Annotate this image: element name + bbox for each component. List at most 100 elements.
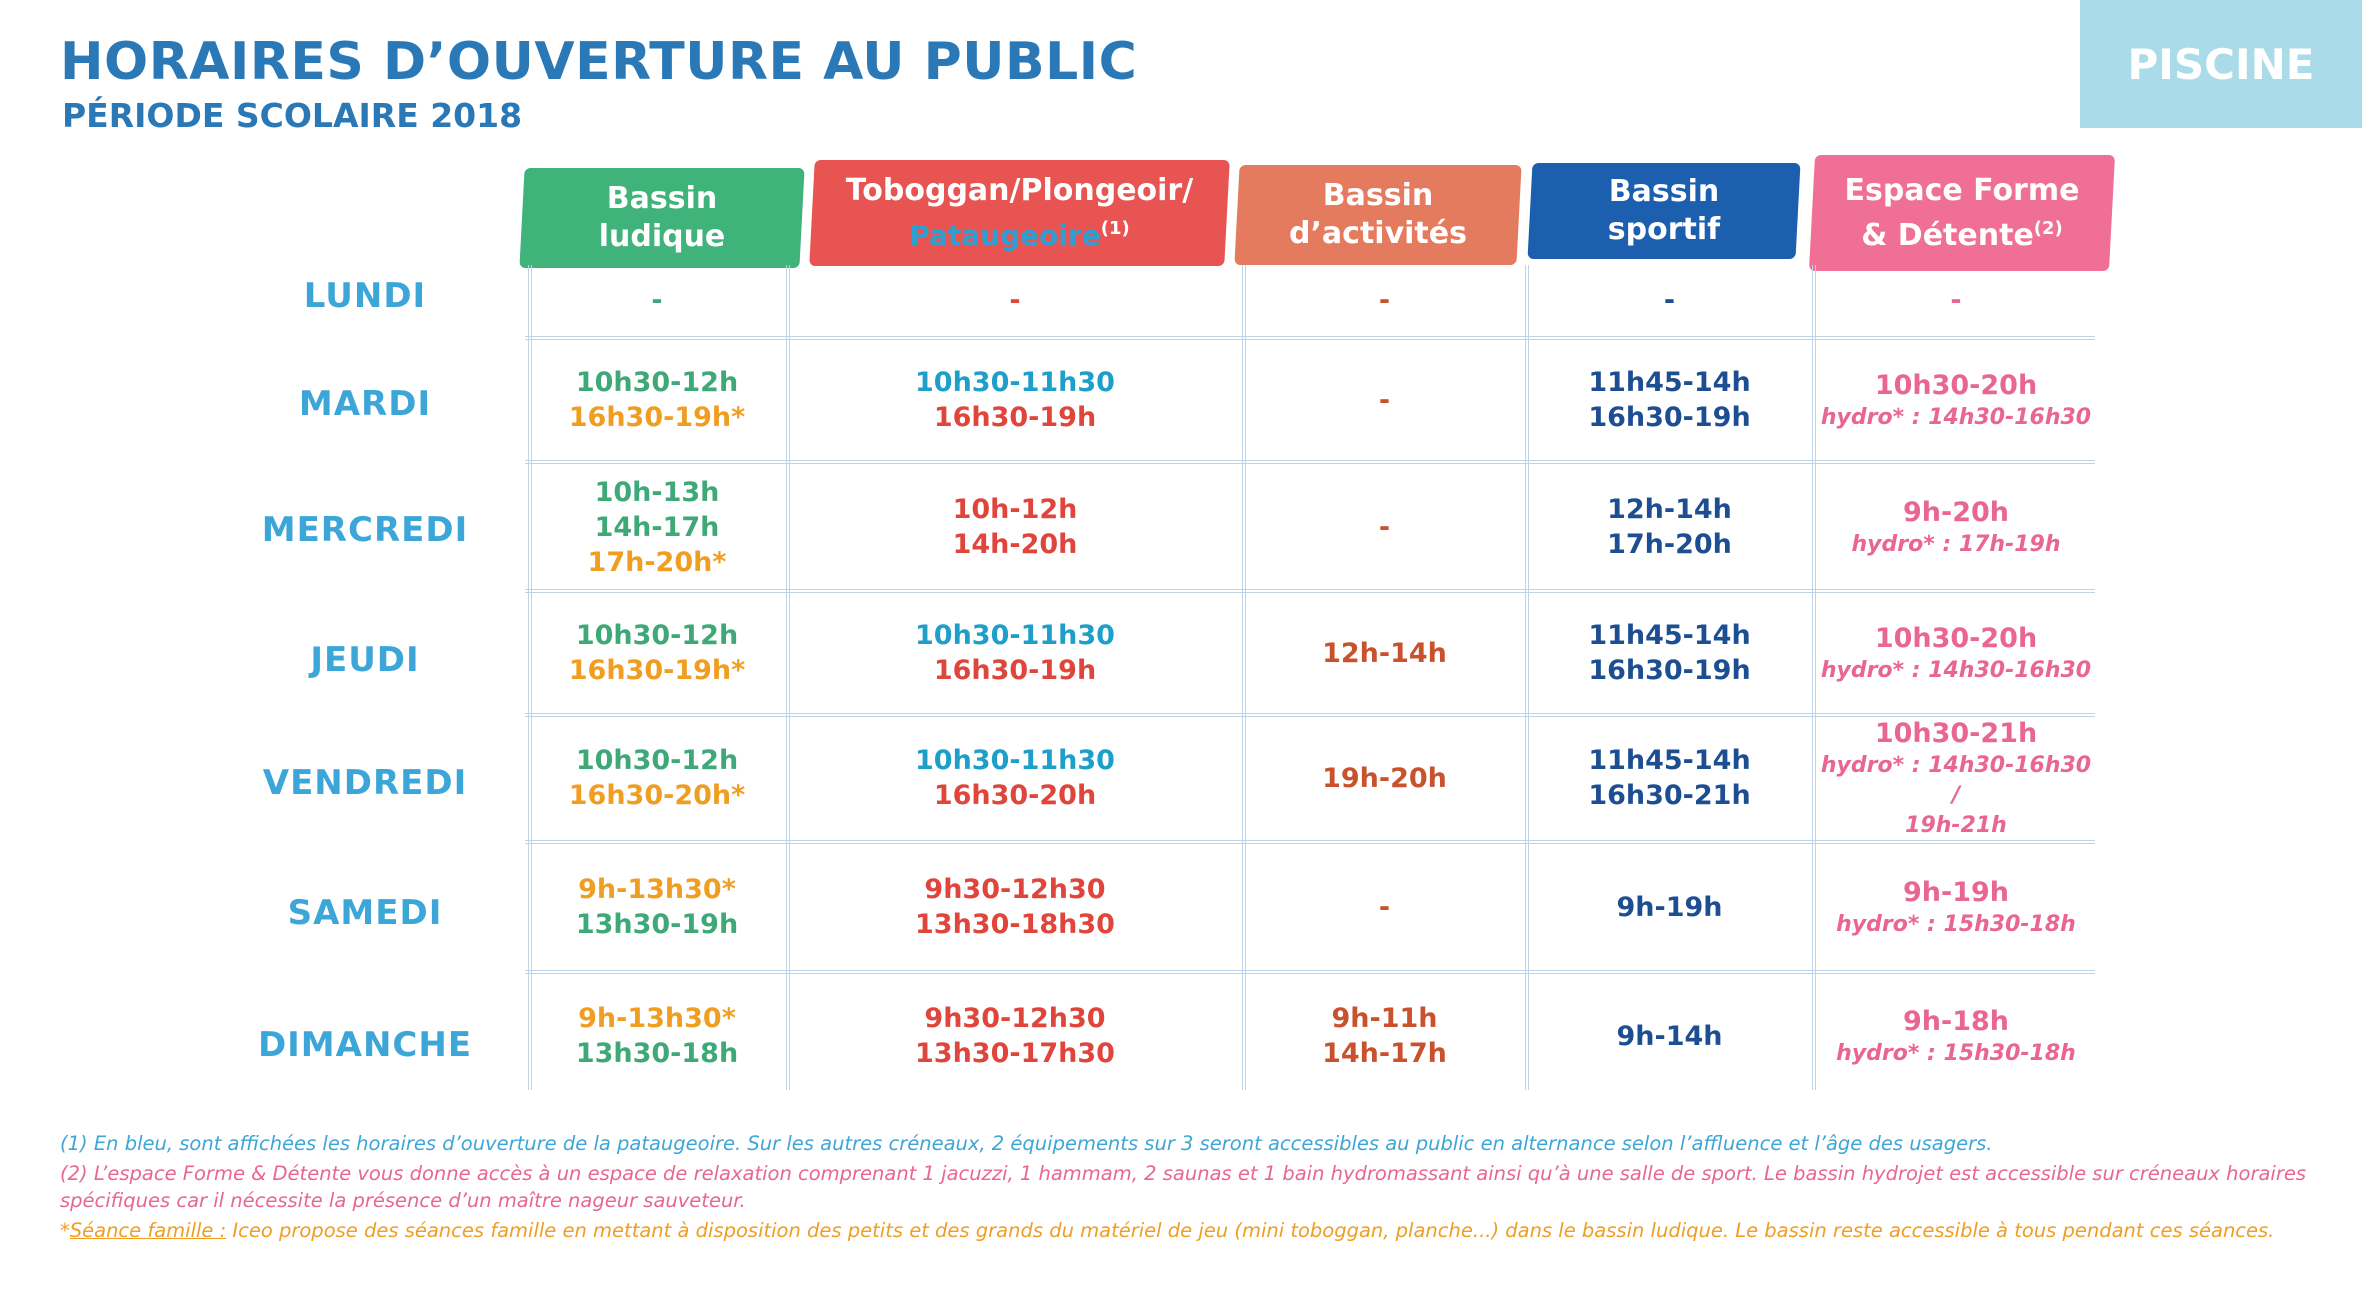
day-label: DIMANCHE [257, 1025, 473, 1065]
col-head-espace-forme: Espace Forme & Détente(2) [1808, 155, 2116, 271]
cell-toboggan: 9h30-12h30 13h30-18h30 [792, 848, 1238, 966]
time-slot: 10h30-20h [1874, 369, 2038, 401]
cell-toboggan: 9h30-12h30 13h30-17h30 [792, 978, 1238, 1094]
page-subtitle: PÉRIODE SCOLAIRE 2018 [62, 96, 523, 135]
grid-hline [525, 460, 2095, 464]
grid-vline [1525, 265, 1529, 1090]
cell-activites: - [1248, 848, 1521, 966]
cell-ludique: 10h30-12h 16h30-19h* [532, 596, 782, 710]
cell-sportif: - [1531, 270, 1808, 330]
time-slot: 12h-14h [1607, 494, 1732, 525]
col-head-line2-wrap: & Détente(2) [1861, 210, 2063, 255]
time-slot: - [1378, 511, 1391, 543]
time-slot-pataugeoire: 10h30-11h30 [915, 620, 1115, 651]
time-slot: 16h30-20h [933, 780, 1097, 811]
footnote-3-label: Séance famille : [69, 1219, 227, 1242]
time-slot: 11h45-14h [1588, 367, 1751, 398]
time-slot: - [1950, 284, 1962, 316]
time-slot: 10h-12h [952, 494, 1078, 525]
time-slot: 19h-20h [1322, 762, 1447, 794]
cell-ludique: 10h-13h 14h-17h 17h-20h* [532, 468, 782, 586]
col-head-line2: d’activités [1289, 216, 1467, 251]
time-slot: 10h30-12h [575, 620, 739, 651]
time-slot-famille: 17h-20h* [587, 546, 727, 578]
time-slot-pataugeoire: 10h30-11h30 [915, 367, 1115, 398]
grid-vline [1812, 265, 1816, 1090]
footnote-2: (2) L’espace Forme & Détente vous donne … [60, 1162, 2307, 1212]
col-head-line2: sportif [1607, 212, 1721, 247]
cell-ludique: 10h30-12h 16h30-19h* [532, 344, 782, 456]
col-head-toboggan: Toboggan/Plongeoir/ Pataugeoire(1) [809, 160, 1230, 266]
day-label: JEUDI [310, 640, 420, 680]
cell-ludique: 9h-13h30* 13h30-19h [532, 848, 782, 966]
time-slot: 13h30-18h30 [915, 909, 1115, 940]
cell-activites: - [1248, 270, 1521, 330]
cell-activites: - [1248, 468, 1521, 586]
time-slot: - [1663, 284, 1676, 316]
time-slot: 9h-19h [1616, 891, 1723, 923]
cell-ludique: - [532, 270, 782, 330]
hydro-slot: hydro* : 14h30-16h30 [1820, 404, 2092, 430]
footnote-1: (1) En bleu, sont affichées les horaires… [60, 1132, 1993, 1155]
grid-hline [525, 713, 2095, 717]
day-label: LUNDI [303, 276, 427, 316]
cell-forme: 10h30-20h hydro* : 14h30-16h30 [1818, 596, 2094, 710]
time-slot: - [651, 284, 663, 316]
time-slot: 17h-20h [1607, 529, 1732, 560]
grid-hline [525, 970, 2095, 974]
cell-toboggan: 10h30-11h30 16h30-20h [792, 720, 1238, 836]
footnote-3-text: Iceo propose des séances famille en mett… [226, 1219, 2275, 1242]
time-slot: 9h-19h [1902, 876, 2009, 908]
time-slot: 13h30-19h [575, 909, 739, 940]
hydro-slot: hydro* : 15h30-18h [1836, 911, 2076, 937]
grid-vline [1242, 265, 1246, 1090]
time-slot: 9h30-12h30 [924, 1003, 1106, 1034]
col-head-sup: (2) [2033, 217, 2063, 239]
cell-activites: 9h-11h 14h-17h [1248, 978, 1521, 1094]
time-slot: 11h45-14h [1588, 745, 1751, 776]
cell-sportif: 9h-19h [1531, 848, 1808, 966]
col-head-bassin-ludique: Bassin ludique [519, 168, 805, 268]
cell-sportif: 9h-14h [1531, 978, 1808, 1094]
time-slot: 10h30-12h [575, 367, 739, 398]
col-head-bassin-sportif: Bassin sportif [1527, 163, 1801, 259]
cell-forme: 9h-20h hydro* : 17h-19h [1818, 468, 2094, 586]
cell-activites: - [1248, 344, 1521, 456]
time-slot: - [1009, 284, 1021, 316]
grid-vline [786, 265, 790, 1090]
cell-forme: 10h30-20h hydro* : 14h30-16h30 [1818, 344, 2094, 456]
col-head-bassin-activites: Bassin d’activités [1234, 165, 1522, 265]
piscine-badge: PISCINE [2080, 0, 2362, 128]
col-head-line2: ludique [598, 219, 726, 254]
cell-sportif: 11h45-14h 16h30-19h [1531, 344, 1808, 456]
time-slot: 9h-11h [1331, 1003, 1438, 1034]
hydro-slot: hydro* : 14h30-16h30 / [1820, 752, 2092, 808]
cell-forme: - [1818, 270, 2094, 330]
time-slot: 10h-13h [594, 476, 720, 508]
grid-hline [525, 336, 2095, 340]
time-slot: 9h-20h [1902, 496, 2009, 528]
cell-toboggan: 10h-12h 14h-20h [792, 468, 1238, 586]
day-label: SAMEDI [287, 893, 443, 933]
hydro-slot: hydro* : 15h30-18h [1836, 1040, 2076, 1066]
time-slot: 16h30-19h [1588, 402, 1751, 433]
time-slot: - [1378, 384, 1391, 416]
cell-toboggan: - [792, 270, 1238, 330]
grid-hline [525, 840, 2095, 844]
time-slot: 14h-17h [1322, 1038, 1447, 1069]
col-head-sup: (1) [1100, 217, 1130, 239]
col-head-line1: Bassin [1608, 174, 1720, 209]
page-title: HORAIRES D’OUVERTURE AU PUBLIC [60, 32, 1138, 92]
col-head-line2: & Détente [1861, 217, 2034, 253]
time-slot-famille: 16h30-20h* [568, 780, 746, 811]
col-head-line1: Espace Forme [1844, 172, 2080, 208]
cell-activites: 19h-20h [1248, 720, 1521, 836]
time-slot: 16h30-19h [933, 655, 1097, 686]
footnotes: (1) En bleu, sont affichées les horaires… [60, 1130, 2310, 1247]
footnote-3: *Séance famille : Iceo propose des séanc… [60, 1217, 2310, 1244]
time-slot: 10h30-20h [1874, 622, 2038, 654]
cell-sportif: 12h-14h 17h-20h [1531, 468, 1808, 586]
hydro-slot: hydro* : 17h-19h [1851, 531, 2061, 557]
grid-vline [528, 265, 532, 1090]
time-slot: 12h-14h [1322, 637, 1447, 669]
